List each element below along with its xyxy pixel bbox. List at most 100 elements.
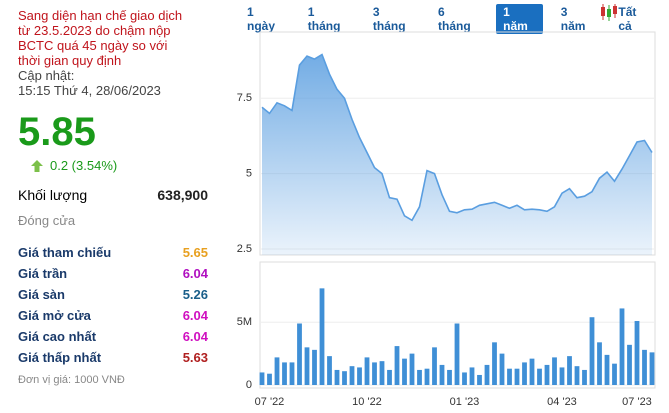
- volume-bar: [304, 347, 310, 385]
- stat-value: 6.04: [182, 266, 208, 281]
- change-row: 0.2 (3.54%): [30, 158, 208, 173]
- range-button[interactable]: Tất cả: [618, 5, 637, 33]
- volume-bar: [409, 353, 415, 385]
- stat-label: Giá sàn: [18, 287, 65, 302]
- volume-bar: [522, 362, 527, 385]
- stat-value: 5.26: [182, 287, 208, 302]
- volume-bar: [402, 358, 407, 385]
- volume-bar: [387, 369, 392, 385]
- volume-bar: [364, 357, 370, 385]
- volume-bar: [267, 373, 272, 385]
- volume-bar: [417, 369, 422, 385]
- volume-bar: [349, 366, 355, 385]
- y-tick-label: 5: [246, 168, 252, 180]
- volume-bar: [529, 358, 535, 385]
- stat-row: Giá sàn 5.26: [18, 284, 208, 305]
- volume-bar: [597, 342, 602, 385]
- volume-bar: [627, 344, 632, 385]
- volume-bar: [604, 354, 610, 385]
- volume-bar: [439, 364, 445, 385]
- range-button[interactable]: 3 năm: [560, 5, 586, 33]
- y-tick-label: 7.5: [237, 92, 252, 104]
- volume-bar: [342, 371, 347, 385]
- y-tick-label: 5M: [237, 316, 252, 328]
- stat-value: 6.04: [182, 329, 208, 344]
- volume-bar: [282, 362, 287, 385]
- volume-bar: [454, 323, 460, 385]
- volume-bar: [357, 367, 362, 385]
- stat-row: Giá thấp nhất 5.63: [18, 347, 208, 368]
- volume-bar: [544, 364, 550, 385]
- volume-bar: [394, 346, 400, 385]
- volume-bar: [552, 357, 557, 385]
- x-tick-label: 01 '23: [450, 396, 480, 408]
- volume-bar: [432, 347, 437, 385]
- x-tick-label: 10 '22: [352, 396, 382, 408]
- volume-bar: [634, 320, 640, 385]
- y-tick-label: 0: [246, 379, 252, 391]
- updated-label: Cập nhật:: [18, 68, 75, 83]
- range-button[interactable]: 3 tháng: [372, 5, 406, 33]
- volume-frame: [259, 261, 656, 389]
- volume-bar: [492, 342, 497, 385]
- stats: Giá tham chiếu 5.65 Giá trần 6.04 Giá sàn 5.2…: [18, 242, 208, 368]
- volume-bar: [612, 363, 617, 385]
- price-frame: [259, 31, 656, 256]
- volume-bar: [319, 288, 325, 385]
- stat-label: Giá cao nhất: [18, 329, 97, 344]
- unit-note: Đơn vị giá: 1000 VNĐ: [18, 374, 125, 386]
- volume: 638,900: [157, 187, 208, 203]
- x-tick-label: 07 '23: [622, 396, 652, 408]
- notice-line: BCTC quá 45 ngày so với: [18, 38, 168, 53]
- volume-bar: [567, 356, 572, 385]
- volume-bar: [649, 352, 655, 385]
- volume-bar: [559, 367, 565, 385]
- stat-label: Giá trần: [18, 266, 68, 281]
- volume-bar: [297, 323, 302, 385]
- notice: Sang diện hạn chế giao dịch từ 23.5.2023 …: [18, 8, 208, 68]
- stat-value: 6.04: [182, 308, 208, 323]
- notice-line: thời gian quy định: [18, 53, 122, 68]
- y-tick-label: 2.5: [237, 243, 252, 255]
- stat-value: 5.65: [182, 245, 208, 260]
- change: 0.2 (3.54%): [50, 158, 118, 173]
- volume-bar: [462, 372, 467, 385]
- volume-bar: [642, 349, 647, 385]
- price-area: [262, 54, 652, 255]
- volume-bar: [274, 357, 280, 385]
- volume-bar: [589, 317, 595, 385]
- range-button[interactable]: 1 tháng: [307, 5, 341, 33]
- volume-bar: [379, 361, 385, 385]
- stat-label: Giá tham chiếu: [18, 245, 112, 260]
- volume-bar: [619, 308, 625, 385]
- range-button[interactable]: 6 tháng: [438, 5, 471, 33]
- range-button[interactable]: 1 năm: [496, 4, 543, 34]
- volume-label: Khối lượng: [18, 187, 88, 203]
- up-arrow: [31, 159, 43, 172]
- range-button[interactable]: 1 ngày: [247, 5, 276, 33]
- stat-row: Giá cao nhất 6.04: [18, 326, 208, 347]
- volume-bar: [537, 368, 542, 385]
- volume-bar: [447, 369, 452, 385]
- volume-bar: [484, 364, 490, 385]
- x-tick-label: 04 '23: [547, 396, 577, 408]
- close-label: Đóng cửa: [18, 213, 76, 228]
- volume-bar: [312, 349, 317, 385]
- stat-row: Giá tham chiếu 5.65: [18, 242, 208, 263]
- volume-bar: [574, 366, 580, 385]
- price: 5.85: [18, 110, 96, 154]
- volume-bar: [514, 368, 520, 385]
- stat-label: Giá mở cửa: [18, 308, 91, 323]
- volume-bar: [327, 356, 332, 385]
- volume-bar: [507, 368, 512, 385]
- volume-bar: [582, 369, 587, 385]
- volume-bar: [289, 362, 295, 385]
- stat-label: Giá thấp nhất: [18, 350, 102, 365]
- notice-line: Sang diện hạn chế giao dịch: [18, 8, 183, 23]
- x-tick-label: 07 '22: [255, 396, 285, 408]
- updated-time: 15:15 Thứ 4, 28/06/2023: [18, 83, 161, 98]
- stat-row: Giá mở cửa 6.04: [18, 305, 208, 326]
- quote-panel: Sang diện hạn chế giao dịch từ 23.5.2023 …: [18, 8, 208, 386]
- range-buttons: 1 ngày 1 tháng 3 tháng 6 tháng 1 năm 3 năm Tất…: [240, 4, 669, 34]
